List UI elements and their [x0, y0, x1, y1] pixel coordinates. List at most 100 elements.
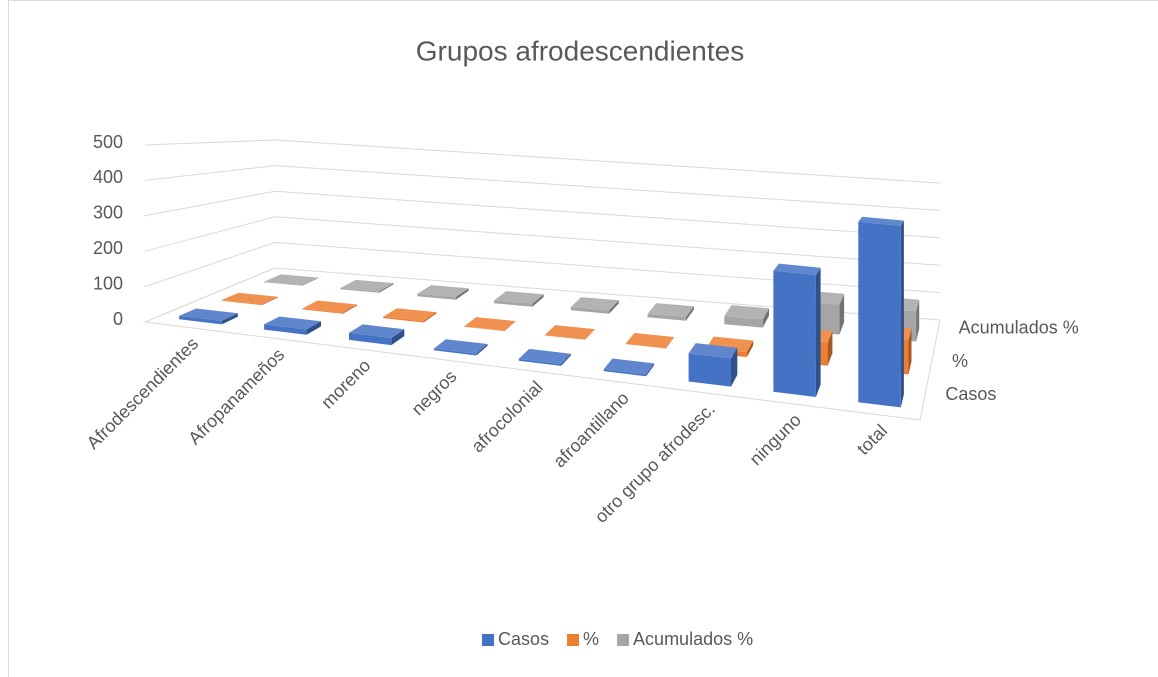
bar-front — [179, 315, 222, 325]
bar-front — [302, 308, 343, 314]
legend-label: % — [583, 629, 599, 649]
bar — [221, 292, 279, 306]
grid-line — [144, 216, 941, 266]
bar-front — [433, 348, 477, 356]
y-tick-label: 0 — [113, 309, 123, 329]
bar — [494, 291, 544, 307]
bar-front — [464, 326, 505, 332]
y-tick-label: 300 — [93, 203, 123, 223]
bar-front — [340, 287, 379, 293]
bar-side — [666, 337, 674, 349]
bar-top — [724, 305, 769, 320]
bar — [179, 308, 238, 325]
bar-front — [724, 316, 763, 328]
grid-line — [144, 139, 941, 184]
bar-side — [685, 306, 694, 321]
bar — [603, 358, 655, 377]
bar-side — [423, 312, 437, 323]
bar-side — [561, 353, 571, 366]
y-tick-label: 500 — [93, 132, 123, 152]
bar-top — [349, 324, 405, 338]
bar-top — [263, 274, 319, 286]
bar-side — [379, 283, 394, 293]
bar-top — [494, 291, 544, 304]
bar-side — [916, 299, 920, 342]
legend-swatch — [567, 634, 580, 646]
bar-side — [827, 331, 833, 366]
bar-side — [839, 293, 845, 335]
bar-side — [762, 308, 769, 328]
bar-front — [383, 316, 424, 323]
bar-top — [688, 343, 738, 359]
bar-front — [688, 353, 731, 387]
bar — [647, 303, 694, 321]
legend-swatch — [482, 634, 494, 646]
bar-front — [647, 313, 686, 321]
bar-side — [731, 347, 738, 387]
bar-front — [858, 221, 901, 408]
bar — [724, 305, 769, 328]
bar — [464, 317, 516, 332]
bar-side — [455, 288, 469, 300]
bar-front — [417, 293, 456, 300]
bar-top — [603, 358, 655, 375]
grid-line — [144, 241, 941, 294]
bar-side — [476, 344, 488, 356]
bar-top — [544, 325, 595, 340]
bar — [263, 274, 319, 286]
y-tick-label: 100 — [93, 273, 123, 293]
bar-front — [603, 369, 647, 377]
bar-side — [815, 267, 821, 397]
depth-label: % — [952, 351, 968, 371]
bar-top — [433, 339, 488, 354]
bar — [518, 348, 571, 366]
bar-side — [221, 313, 238, 325]
grid-line — [144, 190, 941, 239]
bar-side — [306, 321, 321, 335]
bar — [417, 285, 469, 300]
bar-top — [464, 317, 516, 331]
bar-side — [900, 220, 904, 408]
bar-front — [625, 343, 666, 349]
floor-edge — [143, 267, 941, 421]
bar-front — [518, 358, 562, 366]
bar-front — [544, 335, 586, 340]
bar — [433, 339, 488, 356]
bar — [383, 308, 437, 323]
bar-side — [302, 277, 319, 286]
bar-front — [263, 281, 303, 286]
bar-top — [179, 308, 238, 321]
bar-top — [417, 285, 469, 298]
bar-top — [340, 279, 394, 292]
bar-top — [518, 348, 571, 365]
bar-front — [773, 270, 816, 397]
bar — [349, 324, 405, 346]
depth-label: Acumulados % — [959, 317, 1079, 337]
bar-side — [585, 329, 595, 340]
depth-label: Casos — [945, 384, 996, 404]
bar-side — [908, 328, 912, 375]
bar — [544, 325, 595, 340]
bar-front — [221, 300, 262, 306]
legend-swatch — [617, 634, 630, 646]
bar — [688, 343, 738, 387]
bar-front — [570, 307, 610, 314]
bar-side — [532, 294, 544, 307]
legend-label: Casos — [498, 629, 549, 649]
bar-top — [383, 308, 437, 322]
bar — [340, 279, 394, 293]
chart-title: Grupos afrodescendientes — [416, 35, 744, 66]
bar-side — [646, 363, 655, 377]
bar-side — [746, 340, 754, 358]
bar-side — [504, 321, 516, 332]
bar-side — [391, 329, 405, 346]
legend-label: Acumulados % — [633, 629, 753, 649]
bar-side — [342, 304, 358, 314]
y-tick-label: 200 — [93, 238, 123, 258]
bar — [264, 316, 321, 335]
bar-top — [625, 333, 674, 349]
bar-top — [570, 297, 619, 311]
bar-top — [264, 316, 321, 330]
bar — [625, 333, 674, 349]
